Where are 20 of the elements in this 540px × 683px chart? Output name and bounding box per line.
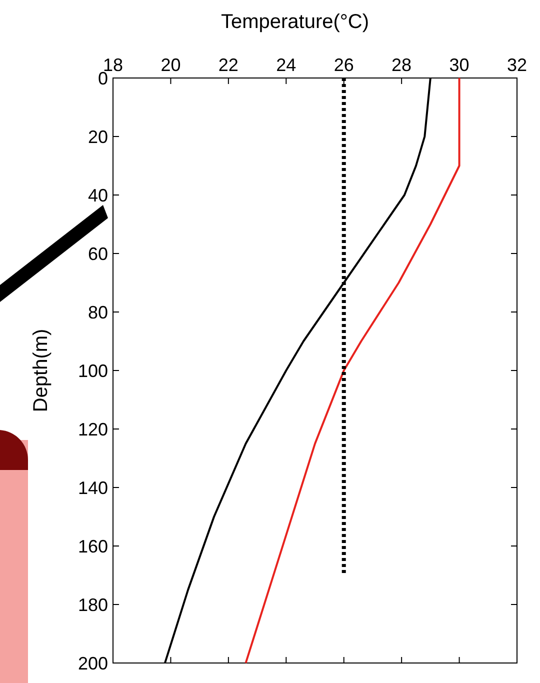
x-tick-label: 24 xyxy=(276,55,296,75)
x-tick-label: 22 xyxy=(218,55,238,75)
y-tick-label: 40 xyxy=(88,185,108,206)
y-tick-label: 140 xyxy=(78,478,108,498)
y-tick-label: 120 xyxy=(78,419,108,440)
y-axis-title: Depth(m) xyxy=(30,328,52,412)
x-tick-label: 32 xyxy=(506,55,528,75)
x-axis-title: Temperature(°C) xyxy=(220,11,370,33)
x-tick-label: 20 xyxy=(160,55,181,75)
line-series xyxy=(244,77,460,664)
x-tick-label: 30 xyxy=(449,55,470,75)
y-tick-label: 200 xyxy=(78,653,108,674)
x-tick-label: 28 xyxy=(392,55,412,75)
y-tick-label: 100 xyxy=(78,360,108,381)
y-tick-label: 180 xyxy=(78,594,108,615)
y-tick-label: 80 xyxy=(88,302,108,322)
x-tick-label: 26 xyxy=(334,55,354,75)
y-tick-label: 160 xyxy=(78,536,108,556)
y-tick-label: 60 xyxy=(88,244,108,264)
y-tick-label: 20 xyxy=(88,126,108,147)
